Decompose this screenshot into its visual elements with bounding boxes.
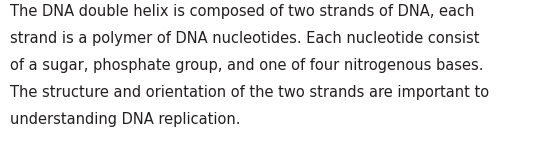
Text: understanding DNA replication.: understanding DNA replication. [10,112,240,127]
Text: strand is a polymer of DNA nucleotides. Each nucleotide consist: strand is a polymer of DNA nucleotides. … [10,31,479,46]
Text: of a sugar, phosphate group, and one of four nitrogenous bases.: of a sugar, phosphate group, and one of … [10,58,484,73]
Text: The structure and orientation of the two strands are important to: The structure and orientation of the two… [10,85,489,100]
Text: The DNA double helix is composed of two strands of DNA, each: The DNA double helix is composed of two … [10,4,474,19]
